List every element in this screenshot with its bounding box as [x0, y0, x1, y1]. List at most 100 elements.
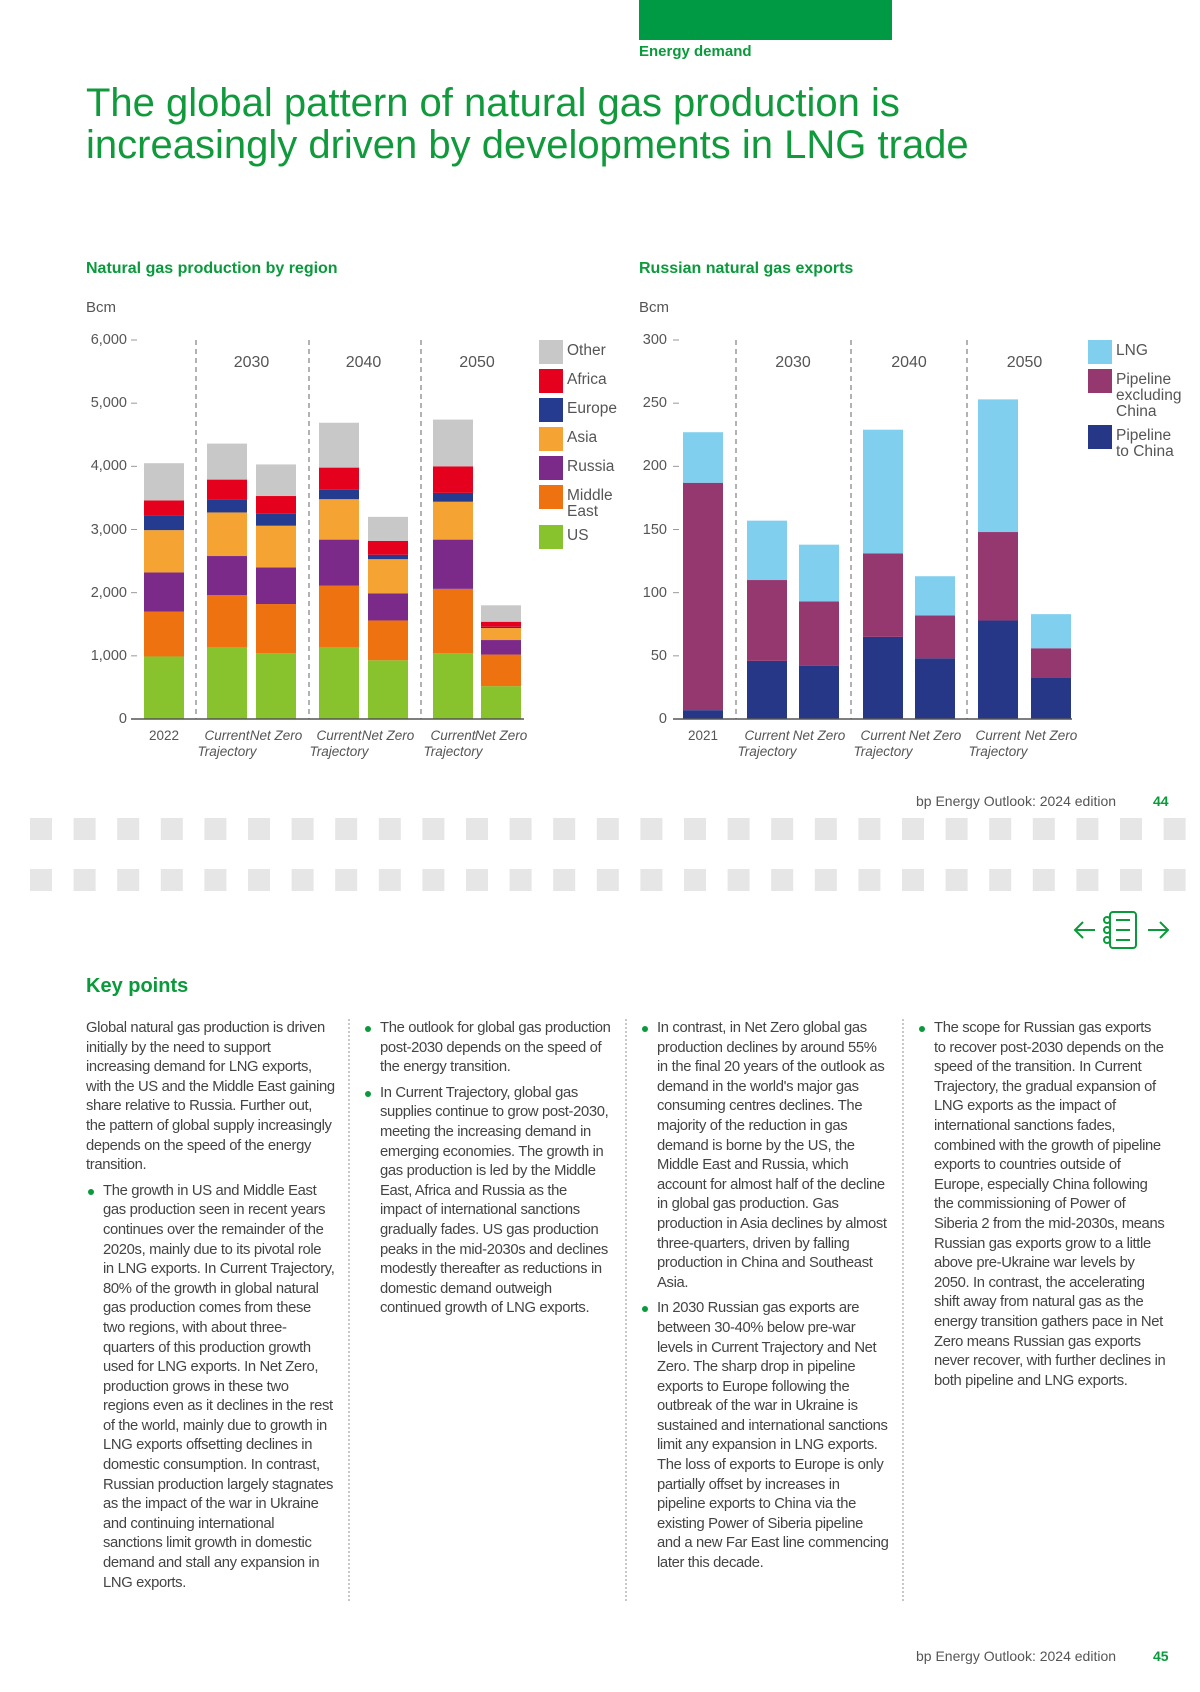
- separator-square: [422, 818, 445, 840]
- intro: Global natural gas production is driven …: [86, 1020, 335, 1174]
- bar-segment: [433, 653, 473, 719]
- bar-segment: [256, 525, 296, 568]
- y-tick-label: 250: [642, 395, 667, 412]
- separator-square: [814, 818, 837, 840]
- bar-segment: [319, 539, 359, 586]
- bar-segment: [256, 513, 296, 526]
- legend-label: Pipeline to China: [1116, 427, 1174, 460]
- separator-square: [117, 869, 140, 891]
- bar-segment: [144, 500, 184, 516]
- bar-segment: [978, 399, 1018, 533]
- x-tick-label: Net Zero: [1024, 728, 1078, 743]
- legend-item: LNG: [1088, 340, 1186, 364]
- separator-square: [1032, 818, 1055, 840]
- bar-segment: [863, 553, 903, 637]
- bar-segment: [747, 660, 787, 719]
- separator-square: [1076, 818, 1099, 840]
- bar-segment: [256, 567, 296, 605]
- bar-segment: [207, 595, 247, 647]
- key-points: Global natural gas production is driven …: [86, 1019, 1166, 1601]
- x-tick-label: Net Zero: [792, 728, 846, 743]
- bar-segment: [481, 686, 521, 719]
- bar-segment: [481, 640, 521, 655]
- bar-segment: [368, 593, 408, 621]
- prev-arrow[interactable]: [1073, 921, 1095, 939]
- bar-segment: [481, 626, 521, 629]
- x-tick-label: Net Zero: [908, 728, 962, 743]
- separator-square: [1032, 869, 1055, 891]
- separator-square: [902, 818, 924, 840]
- bar-segment: [256, 604, 296, 654]
- legend-swatch: [539, 485, 563, 509]
- separator-square: [204, 869, 227, 891]
- y-tick-label: 100: [642, 584, 667, 601]
- contents-icon[interactable]: [1103, 911, 1137, 949]
- separator-square: [553, 869, 576, 891]
- bullet: The growth in US and Middle East gas pro…: [86, 1182, 335, 1593]
- separator-square: [1120, 869, 1142, 891]
- bar-segment: [433, 501, 473, 540]
- separator-square: [160, 818, 183, 840]
- bar-segment: [319, 646, 359, 719]
- separator-square: [1076, 869, 1099, 891]
- bullet: In contrast, in Net Zero global gas prod…: [640, 1019, 889, 1293]
- separator-square: [989, 818, 1012, 840]
- group-label: 2030: [775, 354, 811, 371]
- legend-swatch: [539, 369, 563, 393]
- legend-label: Other: [567, 342, 606, 359]
- separator-square: [771, 869, 794, 891]
- bar-segment: [256, 496, 296, 514]
- separator-square: [248, 869, 270, 891]
- separator-square: [335, 869, 358, 891]
- legend: LNG Pipeline excluding China Pipeline to C…: [1088, 340, 1186, 460]
- legend-label: Europe: [567, 400, 617, 417]
- bar-segment: [368, 554, 408, 560]
- next-arrow[interactable]: [1148, 921, 1170, 939]
- separator-square: [1163, 818, 1186, 840]
- separator-square: [378, 818, 401, 840]
- separator-square: [727, 869, 750, 891]
- legend-item: Russia: [539, 456, 621, 480]
- bar-segment: [799, 601, 839, 666]
- bullet: The outlook for global gas production po…: [363, 1019, 612, 1078]
- y-tick-label: 2,000: [90, 584, 127, 601]
- legend-item: Middle East: [539, 485, 621, 520]
- y-tick-label: 5,000: [90, 395, 127, 412]
- bar-segment: [683, 432, 723, 483]
- separator-square: [248, 818, 270, 840]
- bar-segment: [915, 615, 955, 659]
- separator-square: [466, 869, 488, 891]
- separator-square: [771, 818, 794, 840]
- legend-swatch: [539, 340, 563, 364]
- y-tick-label: 0: [658, 711, 667, 727]
- group-label: 2040: [345, 354, 382, 371]
- group-label: 2050: [459, 354, 495, 371]
- bar-segment: [863, 429, 903, 554]
- x-tick-label: Current Trajectory: [197, 728, 257, 759]
- bar-segment: [683, 482, 723, 711]
- bar-segment: [319, 467, 359, 490]
- bar-segment: [207, 499, 247, 513]
- bar-segment: [481, 621, 521, 627]
- y-tick-label: 6,000: [90, 332, 127, 348]
- legend-item: US: [539, 525, 621, 549]
- separator-square: [291, 818, 314, 840]
- separator-square: [160, 869, 183, 891]
- separator-square: [291, 869, 314, 891]
- legend-item: Pipeline to China: [1088, 425, 1186, 460]
- bar-segment: [368, 620, 408, 661]
- bar-segment: [1031, 677, 1071, 719]
- bullet: The scope for Russian gas exports to rec…: [917, 1019, 1166, 1391]
- bar-segment: [481, 628, 521, 641]
- y-axis-label: Bcm: [86, 299, 116, 316]
- separator-square: [422, 869, 445, 891]
- y-tick-label: 300: [642, 332, 667, 348]
- legend-label: LNG: [1116, 342, 1148, 359]
- separator-square: [684, 869, 706, 891]
- bullet: In 2030 Russian gas exports are between …: [640, 1299, 889, 1573]
- separator-square: [989, 869, 1012, 891]
- bar-segment: [319, 499, 359, 540]
- key-points-heading: Key points: [86, 975, 189, 997]
- separator-square: [596, 869, 619, 891]
- separator-square: [335, 818, 358, 840]
